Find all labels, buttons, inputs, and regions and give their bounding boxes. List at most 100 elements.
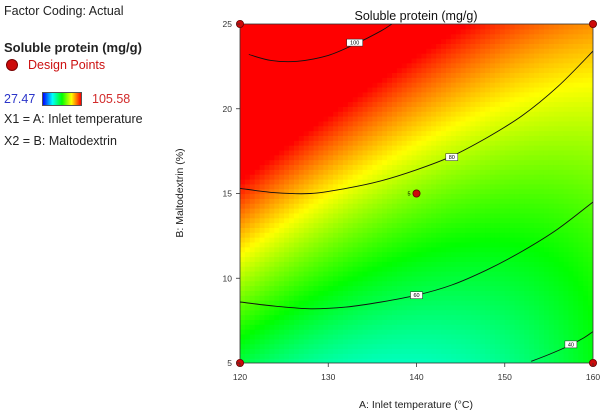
- heatmap-cell: [391, 198, 398, 204]
- heatmap-cell: [313, 266, 320, 272]
- heatmap-cell: [342, 164, 349, 170]
- heatmap-cell: [362, 57, 369, 64]
- heatmap-cell: [588, 290, 593, 296]
- heatmap-cell: [352, 353, 359, 359]
- heatmap-cell: [460, 353, 467, 359]
- heatmap-cell: [568, 24, 574, 30]
- heatmap-cell: [303, 329, 310, 335]
- heatmap-cell: [323, 116, 329, 122]
- heatmap-cell: [490, 120, 496, 127]
- heatmap-cell: [396, 319, 403, 325]
- heatmap-cell: [382, 270, 388, 277]
- heatmap-cell: [421, 43, 427, 49]
- heatmap-cell: [494, 212, 501, 219]
- heatmap-cell: [480, 120, 486, 127]
- heatmap-cell: [450, 67, 457, 74]
- heatmap-cell: [372, 101, 378, 107]
- heatmap-cell: [244, 120, 251, 127]
- heatmap-cell: [254, 164, 261, 170]
- heatmap-cell: [543, 295, 550, 301]
- heatmap-cell: [352, 178, 359, 185]
- heatmap-cell: [391, 178, 398, 185]
- heatmap-cell: [539, 77, 545, 83]
- heatmap-cell: [563, 188, 570, 195]
- heatmap-cell: [347, 222, 354, 228]
- heatmap-cell: [421, 237, 427, 243]
- heatmap-cell: [347, 135, 354, 141]
- heatmap-cell: [445, 125, 452, 132]
- heatmap-cell: [318, 57, 324, 64]
- heatmap-cell: [298, 43, 305, 49]
- heatmap-cell: [426, 53, 432, 59]
- heatmap-cell: [450, 178, 457, 185]
- heatmap-cell: [411, 43, 418, 49]
- heatmap-cell: [455, 86, 462, 93]
- heatmap-cell: [553, 266, 560, 272]
- heatmap-cell: [387, 343, 393, 350]
- heatmap-cell: [455, 125, 462, 132]
- heatmap-cell: [284, 140, 290, 146]
- heatmap-cell: [534, 91, 540, 98]
- heatmap-cell: [313, 82, 320, 88]
- heatmap-cell: [480, 246, 486, 253]
- heatmap-cell: [244, 140, 251, 146]
- heatmap-cell: [303, 72, 310, 78]
- heatmap-cell: [352, 154, 359, 161]
- heatmap-cell: [519, 348, 525, 354]
- heatmap-cell: [367, 266, 373, 272]
- heatmap-cell: [441, 101, 447, 107]
- heatmap-cell: [480, 96, 486, 103]
- heatmap-cell: [323, 86, 329, 93]
- heatmap-cell: [494, 309, 501, 316]
- heatmap-cell: [475, 149, 481, 156]
- heatmap-cell: [480, 319, 486, 325]
- heatmap-cell: [455, 203, 462, 209]
- heatmap-cell: [431, 116, 437, 122]
- heatmap-cell: [504, 193, 511, 199]
- heatmap-cell: [254, 251, 261, 258]
- heatmap-cell: [387, 270, 393, 277]
- heatmap-cell: [387, 174, 393, 180]
- heatmap-cell: [455, 140, 462, 146]
- heatmap-cell: [391, 324, 398, 330]
- heatmap-cell: [382, 82, 388, 88]
- heatmap-cell: [318, 353, 324, 359]
- heatmap-cell: [563, 111, 570, 117]
- heatmap-cell: [367, 246, 373, 253]
- heatmap-cell: [318, 300, 324, 306]
- heatmap-cell: [494, 140, 501, 146]
- heatmap-cell: [494, 217, 501, 224]
- heatmap-cell: [362, 125, 369, 132]
- heatmap-cell: [240, 232, 246, 238]
- heatmap-cell: [318, 67, 324, 74]
- heatmap-cell: [563, 130, 570, 136]
- heatmap-cell: [573, 24, 579, 30]
- heatmap-cell: [293, 72, 300, 78]
- heatmap-cell: [573, 130, 579, 136]
- heatmap-cell: [313, 67, 320, 74]
- heatmap-cell: [372, 38, 378, 44]
- heatmap-cell: [318, 96, 324, 103]
- heatmap-cell: [480, 154, 486, 161]
- heatmap-cell: [318, 237, 324, 243]
- heatmap-cell: [504, 275, 511, 282]
- heatmap-cell: [543, 86, 550, 93]
- heatmap-cell: [583, 174, 589, 180]
- heatmap-cell: [328, 295, 334, 301]
- heatmap-cell: [431, 237, 437, 243]
- heatmap-cell: [583, 212, 589, 219]
- heatmap-cell: [534, 237, 540, 243]
- heatmap-cell: [357, 275, 364, 282]
- heatmap-cell: [543, 169, 550, 175]
- heatmap-cell: [558, 72, 565, 78]
- heatmap-cell: [318, 285, 324, 291]
- heatmap-cell: [494, 48, 501, 54]
- heatmap-cell: [382, 174, 388, 180]
- heatmap-cell: [254, 120, 261, 127]
- heatmap-cell: [534, 348, 540, 354]
- heatmap-cell: [431, 145, 437, 151]
- heatmap-cell: [426, 227, 432, 233]
- heatmap-cell: [269, 232, 275, 238]
- heatmap-cell: [504, 333, 511, 340]
- heatmap-cell: [254, 82, 261, 88]
